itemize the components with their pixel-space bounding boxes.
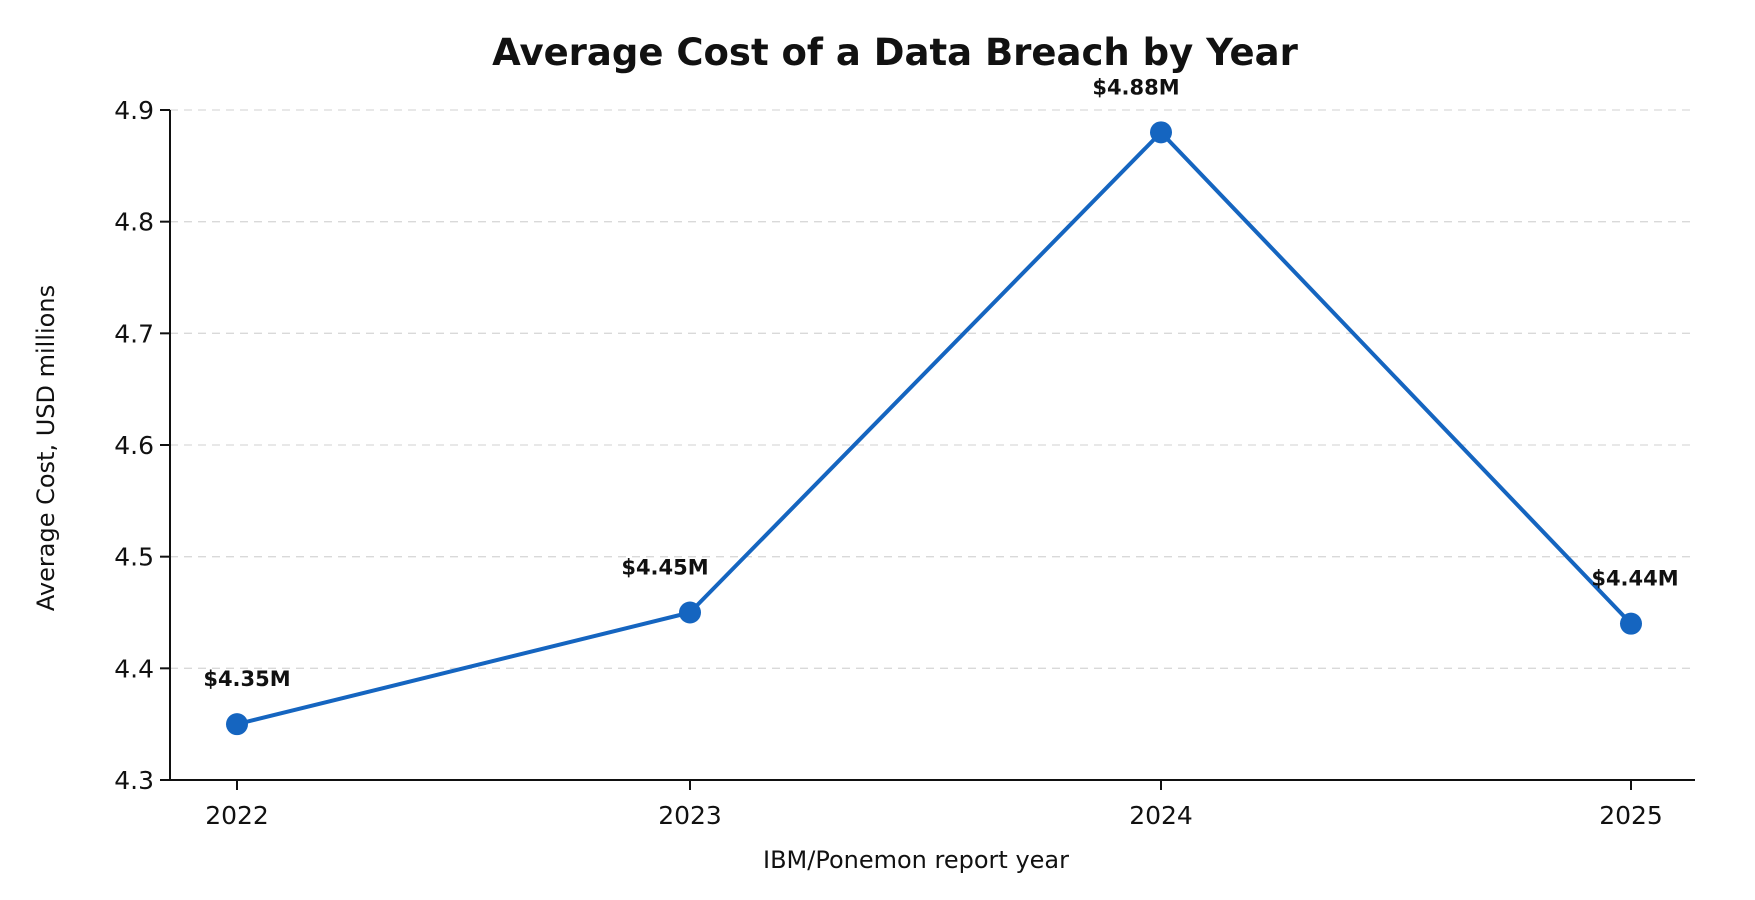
y-tick-label: 4.9 — [114, 96, 154, 125]
x-axis-label: IBM/Ponemon report year — [763, 846, 1069, 874]
data-point-2024[interactable] — [1150, 121, 1172, 144]
data-point-2025[interactable] — [1620, 612, 1642, 635]
y-tick-label: 4.3 — [114, 766, 154, 795]
y-tick-label: 4.7 — [114, 319, 154, 348]
y-tick-label: 4.8 — [114, 208, 154, 237]
data-point-2022[interactable] — [226, 713, 248, 736]
data-label-2022: $4.35M — [203, 667, 290, 691]
x-tick-label: 2023 — [658, 801, 722, 830]
data-labels: $4.35M $4.45M $4.88M $4.44M — [203, 75, 1678, 691]
y-tick-label: 4.6 — [114, 431, 154, 460]
series-layer — [226, 121, 1642, 736]
data-point-2023[interactable] — [679, 601, 701, 624]
chart-title: Average Cost of a Data Breach by Year — [492, 31, 1298, 74]
data-label-2024: $4.88M — [1092, 75, 1179, 99]
data-label-2023: $4.45M — [621, 556, 708, 580]
series-line — [235, 130, 1633, 727]
y-axis-label: Average Cost, USD millions — [32, 285, 60, 611]
x-tick-label: 2022 — [205, 801, 269, 830]
data-label-2025: $4.44M — [1591, 567, 1678, 591]
x-tick-label: 2025 — [1599, 801, 1663, 830]
y-tick-label: 4.4 — [114, 654, 154, 683]
y-tick-label: 4.5 — [114, 543, 154, 572]
x-tick-label: 2024 — [1129, 801, 1193, 830]
axes: 4.3 4.4 4.5 4.6 4.7 4.8 4.9 2022 2023 2024 2025 — [114, 96, 1695, 830]
gridlines — [170, 109, 1695, 669]
